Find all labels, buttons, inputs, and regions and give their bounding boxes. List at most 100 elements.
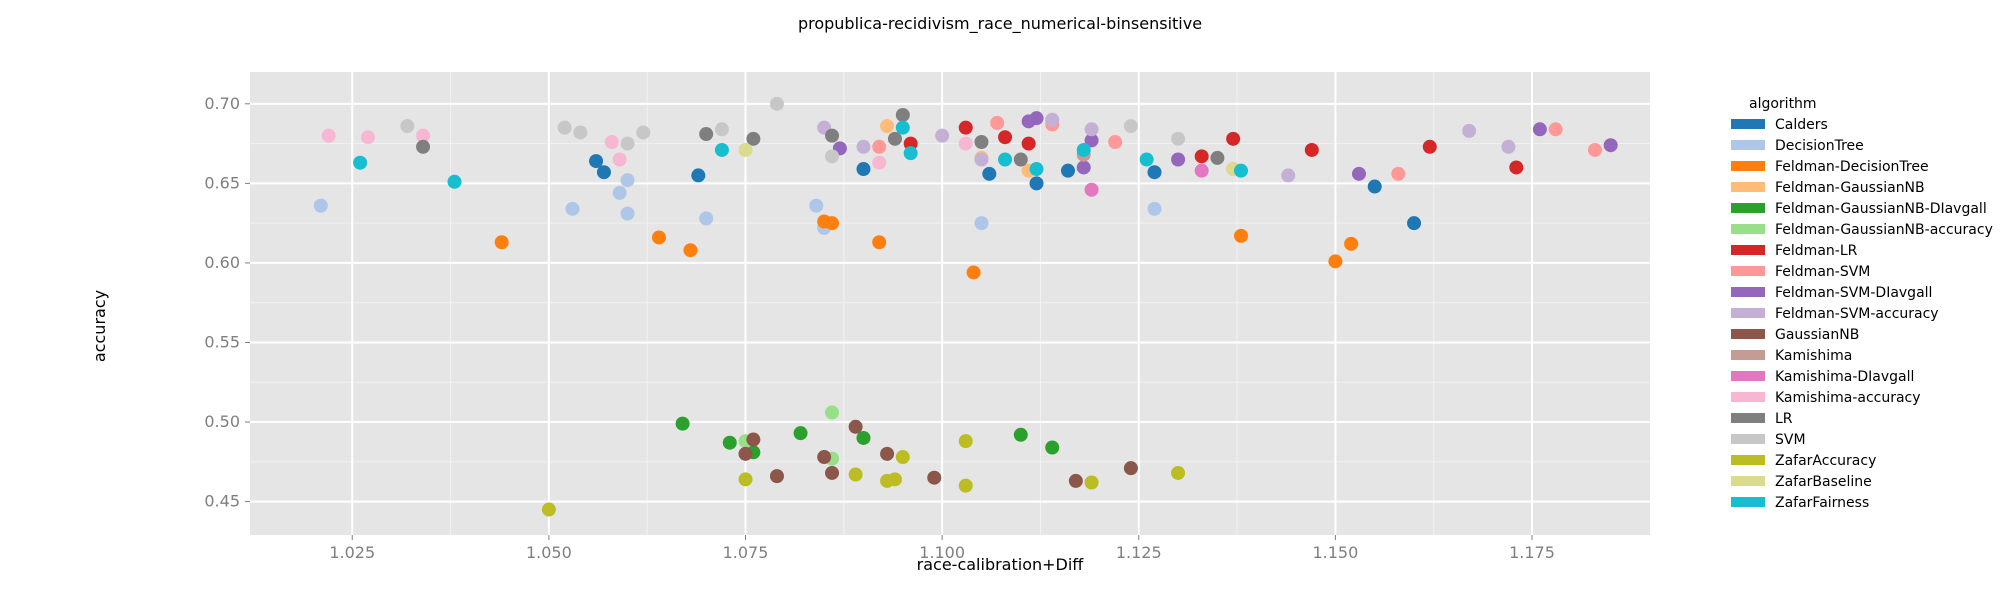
data-point: [872, 139, 887, 154]
data-point: [1076, 160, 1091, 175]
legend-swatch: [1731, 266, 1765, 276]
legend-swatch: [1731, 476, 1765, 486]
x-axis-ticks: 1.025 1.050 1.075 1.100 1.125 1.150 1.175: [329, 535, 1555, 562]
data-point: [1501, 139, 1516, 154]
data-point: [565, 201, 580, 216]
data-point: [321, 128, 336, 143]
data-point: [1147, 165, 1162, 180]
data-point: [1226, 131, 1241, 146]
data-point: [1147, 201, 1162, 216]
x-tick-label: 1.150: [1312, 543, 1358, 562]
data-point: [620, 173, 635, 188]
data-point: [699, 127, 714, 142]
data-point: [903, 146, 918, 161]
data-point: [966, 265, 981, 280]
data-point: [1351, 166, 1366, 181]
legend-label: ZafarAccuracy: [1775, 453, 1876, 469]
data-points: [313, 96, 1618, 517]
x-tick-label: 1.075: [723, 543, 769, 562]
data-point: [353, 155, 368, 170]
data-point: [856, 430, 871, 445]
legend-swatch: [1731, 119, 1765, 129]
data-point: [573, 125, 588, 140]
data-point: [1029, 111, 1044, 126]
data-point: [1060, 163, 1075, 178]
legend-swatch: [1731, 497, 1765, 507]
data-point: [958, 120, 973, 135]
data-point: [620, 206, 635, 221]
y-tick-label: 0.45: [204, 492, 240, 511]
legend-swatch: [1731, 350, 1765, 360]
data-point: [848, 419, 863, 434]
legend-label: LR: [1775, 411, 1793, 427]
data-point: [1171, 152, 1186, 167]
y-axis-title: accuracy: [90, 290, 109, 362]
data-point: [927, 470, 942, 485]
data-point: [400, 119, 415, 134]
data-point: [738, 446, 753, 461]
legend-swatch: [1731, 455, 1765, 465]
data-point: [872, 155, 887, 170]
data-point: [1084, 475, 1099, 490]
legend-swatch: [1731, 392, 1765, 402]
legend-label: Feldman-GaussianNB-DIavgall: [1775, 201, 1987, 217]
data-point: [714, 142, 729, 157]
data-point: [1139, 152, 1154, 167]
data-point: [541, 502, 556, 517]
data-point: [1013, 427, 1028, 442]
data-point: [416, 139, 431, 154]
data-point: [769, 469, 784, 484]
data-point: [1509, 160, 1524, 175]
data-point: [825, 128, 840, 143]
legend-swatch: [1731, 245, 1765, 255]
legend-swatch: [1731, 413, 1765, 423]
data-point: [416, 128, 431, 143]
data-point: [604, 135, 619, 150]
legend-swatch: [1731, 224, 1765, 234]
data-point: [990, 115, 1005, 130]
legend-label: Feldman-GaussianNB: [1775, 180, 1925, 196]
data-point: [935, 128, 950, 143]
legend: algorithm Calders DecisionTree Feldman-Dec…: [1731, 96, 1993, 511]
data-point: [589, 154, 604, 169]
data-point: [825, 216, 840, 231]
legend-title: algorithm: [1749, 96, 1817, 112]
data-point: [958, 434, 973, 449]
legend-label: Kamishima-DIavgall: [1775, 369, 1914, 385]
legend-label: Feldman-SVM-accuracy: [1775, 306, 1939, 322]
data-point: [360, 130, 375, 145]
legend-swatch: [1731, 329, 1765, 339]
legend-swatch: [1731, 140, 1765, 150]
data-point: [982, 166, 997, 181]
legend-label: Kamishima: [1775, 348, 1852, 364]
data-point: [714, 122, 729, 137]
y-tick-label: 0.55: [204, 332, 240, 351]
data-point: [1344, 236, 1359, 251]
data-point: [612, 185, 627, 200]
data-point: [769, 96, 784, 111]
legend-label: SVM: [1775, 432, 1806, 448]
data-point: [872, 235, 887, 250]
data-point: [313, 198, 328, 213]
legend-label: Feldman-SVM: [1775, 264, 1870, 280]
data-point: [746, 131, 761, 146]
x-tick-label: 1.175: [1509, 543, 1555, 562]
data-point: [1029, 162, 1044, 177]
data-point: [848, 467, 863, 482]
data-point: [1013, 152, 1028, 167]
legend-label: ZafarFairness: [1775, 495, 1869, 511]
legend-label: Calders: [1775, 117, 1828, 133]
data-point: [856, 162, 871, 177]
data-point: [1367, 179, 1382, 194]
legend-label: Feldman-GaussianNB-accuracy: [1775, 222, 1993, 238]
data-point: [1171, 465, 1186, 480]
data-point: [1532, 122, 1547, 137]
data-point: [998, 152, 1013, 167]
data-point: [557, 120, 572, 135]
data-point: [1021, 136, 1036, 151]
legend-swatch: [1731, 182, 1765, 192]
data-point: [1084, 133, 1099, 148]
data-point: [447, 174, 462, 189]
data-point: [494, 235, 509, 250]
